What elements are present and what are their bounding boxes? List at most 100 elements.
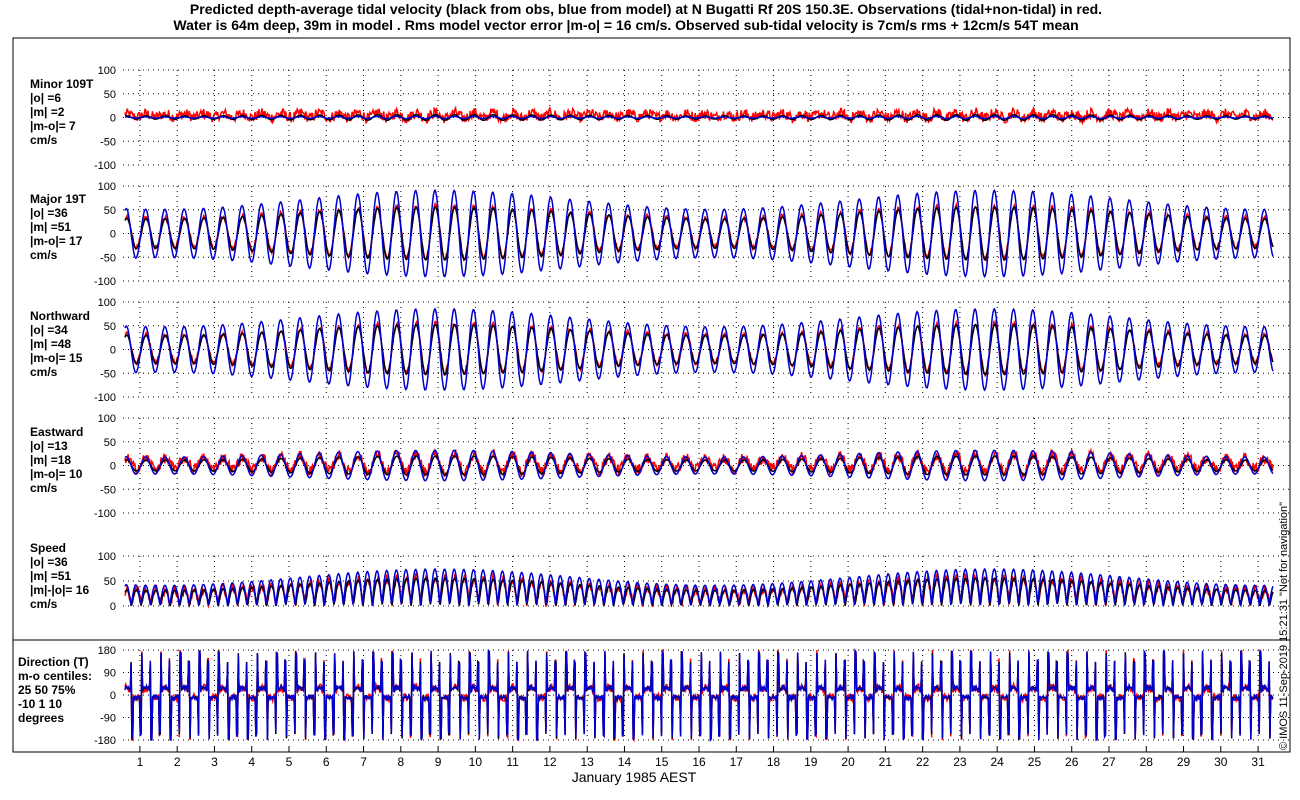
series-model-tidal: [125, 115, 1274, 120]
x-tick-label: 15: [655, 755, 669, 769]
panel-label-line: Speed: [30, 541, 66, 555]
panel-label-line: 25 50 75%: [18, 683, 76, 697]
panel-label-line: |m| =2: [30, 105, 65, 119]
x-tick-label: 17: [730, 755, 744, 769]
y-tick-label: -100: [94, 508, 116, 520]
series-model-tidal: [124, 307, 1274, 392]
y-tick-label: -90: [100, 713, 116, 725]
panel-label-line: Major 19T: [30, 192, 87, 206]
panel-label-line: |m-o|= 17: [30, 234, 83, 248]
y-tick-label: 100: [98, 551, 116, 563]
x-tick-label: 11: [506, 755, 519, 769]
panel-label-line: Eastward: [30, 425, 83, 439]
x-tick-label: 14: [618, 755, 632, 769]
x-tick-label: 12: [543, 755, 557, 769]
y-tick-label: -100: [94, 392, 116, 404]
x-tick-label: 7: [360, 755, 367, 769]
y-tick-label: 0: [110, 601, 116, 613]
x-tick-label: 28: [1140, 755, 1154, 769]
panel-label-line: Northward: [30, 309, 90, 323]
panel-label-line: m-o centiles:: [18, 669, 92, 683]
credit-text: © IMOS 11-Sep-2019 15:21:31 "Not for nav…: [1278, 502, 1290, 750]
y-tick-label: 50: [104, 437, 116, 449]
panel-label-line: |o| =6: [30, 91, 61, 105]
x-tick-label: 26: [1065, 755, 1079, 769]
panel-direction: -180 -90 0 90 180 Direction (T)m-o centiles:2…: [18, 645, 1290, 747]
x-tick-label: 23: [953, 755, 967, 769]
panel-label-line: cm/s: [30, 248, 58, 262]
y-tick-label: 0: [110, 690, 116, 702]
figure-title-line2: Water is 64m deep, 39m in model . Rms mo…: [173, 17, 1078, 33]
y-tick-label: 50: [104, 89, 116, 101]
panel-label-line: |o| =34: [30, 323, 68, 337]
panel-eastward: -100 -50 0 50 100 Eastward|o| =13|m| =18|m-o|…: [30, 413, 1290, 520]
y-tick-label: 50: [104, 321, 116, 333]
x-tick-label: 10: [469, 755, 483, 769]
series-model-tidal: [124, 188, 1274, 278]
y-tick-label: -50: [100, 368, 116, 380]
y-tick-label: -100: [94, 160, 116, 172]
panel-label-line: |m-o|= 10: [30, 467, 83, 481]
x-tick-label: 2: [174, 755, 181, 769]
panel-label-line: cm/s: [30, 597, 58, 611]
y-tick-label: 90: [104, 668, 116, 680]
x-tick-label: 3: [211, 755, 218, 769]
x-axis-label: January 1985 AEST: [572, 769, 697, 785]
y-tick-label: -100: [94, 276, 116, 288]
x-tick-label: 6: [323, 755, 330, 769]
x-tick-label: 1: [137, 755, 144, 769]
panel-label-line: |m| =48: [30, 337, 71, 351]
x-tick-label: 19: [804, 755, 818, 769]
y-tick-label: 0: [110, 461, 116, 473]
panel-label-line: cm/s: [30, 365, 58, 379]
x-tick-label: 4: [248, 755, 255, 769]
figure-title-line1: Predicted depth-average tidal velocity (…: [190, 1, 1102, 17]
panel-label-line: |o| =36: [30, 555, 68, 569]
panel-label-line: |m| =51: [30, 569, 71, 583]
panel-label-line: Minor 109T: [30, 77, 94, 91]
y-tick-label: 100: [98, 181, 116, 193]
y-tick-label: 50: [104, 205, 116, 217]
panel-label-line: |m| =18: [30, 453, 71, 467]
series-model-tidal: [124, 449, 1274, 482]
x-tick-label: 27: [1102, 755, 1116, 769]
y-tick-label: 50: [104, 576, 116, 588]
x-tick-label: 31: [1251, 755, 1265, 769]
x-tick-label: 13: [581, 755, 595, 769]
y-tick-label: -50: [100, 484, 116, 496]
panel-minor: -100 -50 0 50 100 Minor 109T|o| =6|m| =2|m-o|…: [30, 65, 1290, 172]
x-tick-label: 5: [286, 755, 293, 769]
series-observed: [124, 105, 1274, 126]
panel-label-line: |m| =51: [30, 220, 71, 234]
panel-northward: -100 -50 0 50 100 Northward|o| =34|m| =48|m-o…: [30, 297, 1290, 404]
panel-label-line: |m-o|= 15: [30, 351, 83, 365]
x-tick-label: 18: [767, 755, 781, 769]
panel-label-line: degrees: [18, 711, 64, 725]
x-tick-label: 29: [1177, 755, 1191, 769]
y-tick-label: -180: [94, 735, 116, 747]
x-tick-label: 22: [916, 755, 930, 769]
x-tick-label: 21: [879, 755, 893, 769]
panel-label-line: |m-o|= 7: [30, 119, 76, 133]
panel-label-line: cm/s: [30, 133, 58, 147]
panel-major: -100 -50 0 50 100 Major 19T|o| =36|m| =51|m-o…: [30, 181, 1290, 288]
y-tick-label: 180: [98, 645, 116, 657]
y-tick-label: 0: [110, 113, 116, 125]
x-tick-label: 9: [435, 755, 442, 769]
panel-label-line: -10 1 10: [18, 697, 62, 711]
x-tick-label: 24: [991, 755, 1005, 769]
panel-label-line: |m|-|o|= 16: [30, 583, 89, 597]
panel-label-line: |o| =36: [30, 206, 68, 220]
panel-label-line: cm/s: [30, 481, 58, 495]
x-tick-label: 30: [1214, 755, 1228, 769]
y-tick-label: 100: [98, 413, 116, 425]
series-model-tidal: [124, 567, 1274, 608]
series-model-tidal: [124, 647, 1274, 743]
x-tick-label: 8: [397, 755, 404, 769]
axes-frame: [12, 37, 1291, 753]
y-tick-label: -50: [100, 252, 116, 264]
x-tick-label: 16: [692, 755, 706, 769]
